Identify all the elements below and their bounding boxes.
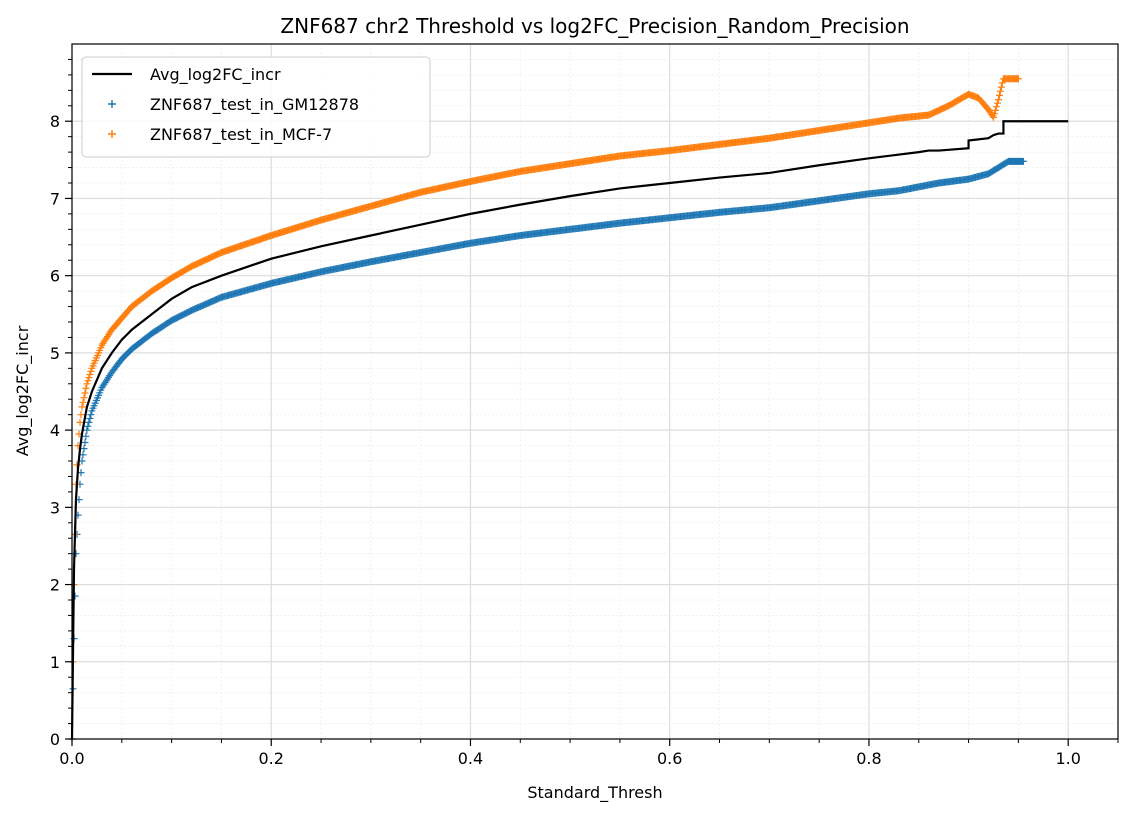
series-layer xyxy=(68,75,1069,743)
scatter-point xyxy=(86,371,94,378)
scatter-point xyxy=(80,394,88,402)
x-tick-label: 0.6 xyxy=(657,749,682,768)
scatter-point xyxy=(85,418,93,426)
scatter-point xyxy=(81,439,89,446)
scatter-point xyxy=(79,398,87,406)
y-tick-label: 1 xyxy=(50,653,60,672)
legend-marker-swatch xyxy=(108,130,116,138)
y-axis-label: Avg_log2FC_incr xyxy=(13,325,33,456)
scatter-point xyxy=(997,83,1005,91)
scatter-point xyxy=(83,426,91,434)
legend-label: Avg_log2FC_incr xyxy=(150,65,281,85)
scatter-point xyxy=(995,96,1002,104)
legend-entry-avg-log2fc-incr: Avg_log2FC_incr xyxy=(92,65,281,85)
scatter-point xyxy=(993,103,1000,111)
axis-ticks: 0.0 0.2 0.4 0.6 0.8 1.0 0 1 2 3 4 5 6 7 8 xyxy=(50,58,1119,768)
y-tick-label: 3 xyxy=(50,498,60,517)
y-tick-label: 6 xyxy=(50,267,60,286)
scatter-point xyxy=(78,403,86,411)
scatter-point xyxy=(84,422,92,430)
y-tick-label: 5 xyxy=(50,344,60,363)
scatter-point xyxy=(1014,75,1022,83)
scatter-point xyxy=(77,411,85,419)
legend: Avg_log2FC_incr ZNF687_test_in_GM12878 ZNF… xyxy=(81,56,431,158)
scatter-point xyxy=(84,377,92,385)
series-line xyxy=(70,120,1069,740)
scatter-point xyxy=(86,415,94,422)
x-tick-label: 1.0 xyxy=(1055,749,1080,768)
x-tick-label: 0.4 xyxy=(458,749,483,768)
scatter-point xyxy=(994,99,1001,107)
scatter-point xyxy=(82,384,90,392)
legend-label: ZNF687_test_in_GM12878 xyxy=(150,95,359,115)
scatter-point xyxy=(85,374,93,382)
scatter-point xyxy=(79,451,87,459)
legend-label: ZNF687_test_in_MCF-7 xyxy=(150,125,332,145)
scatter-point xyxy=(83,380,91,388)
series-avg-log2fc-incr xyxy=(70,120,1069,740)
series-znf687-test-in-mcf-7 xyxy=(68,75,1022,743)
y-tick-label: 4 xyxy=(50,421,60,440)
y-tick-label: 8 xyxy=(50,112,60,131)
legend-entry-znf687-test-in-mcf-7: ZNF687_test_in_MCF-7 xyxy=(108,125,332,145)
scatter-point xyxy=(996,91,1003,99)
y-tick-label: 2 xyxy=(50,576,60,595)
legend-entry-znf687-test-in-gm12878: ZNF687_test_in_GM12878 xyxy=(108,95,359,115)
x-axis-label: Standard_Thresh xyxy=(527,783,662,803)
y-tick-label: 7 xyxy=(50,189,60,208)
plot-frame xyxy=(71,43,1119,740)
scatter-point xyxy=(81,389,89,397)
scatter-point xyxy=(87,367,95,375)
scatter-point xyxy=(1019,157,1027,165)
legend-box xyxy=(81,56,431,158)
scatter-point xyxy=(80,445,88,453)
legend-marker-swatch xyxy=(108,100,116,108)
scatter-point xyxy=(996,87,1004,95)
scatter-point xyxy=(82,432,90,440)
scatter-point xyxy=(991,110,998,118)
scatter-point xyxy=(998,79,1006,87)
x-tick-label: 0.2 xyxy=(259,749,284,768)
scatter-point xyxy=(992,106,999,114)
x-tick-label: 0.0 xyxy=(59,749,84,768)
chart-title: ZNF687 chr2 Threshold vs log2FC_Precisio… xyxy=(280,14,909,38)
x-tick-label: 0.8 xyxy=(856,749,881,768)
series-znf687-test-in-gm12878 xyxy=(68,157,1027,743)
scatter-point xyxy=(87,411,95,419)
scatter-point xyxy=(990,113,997,121)
scatter-point xyxy=(76,418,84,426)
y-tick-label: 0 xyxy=(50,730,60,749)
major-grid xyxy=(71,44,1118,740)
